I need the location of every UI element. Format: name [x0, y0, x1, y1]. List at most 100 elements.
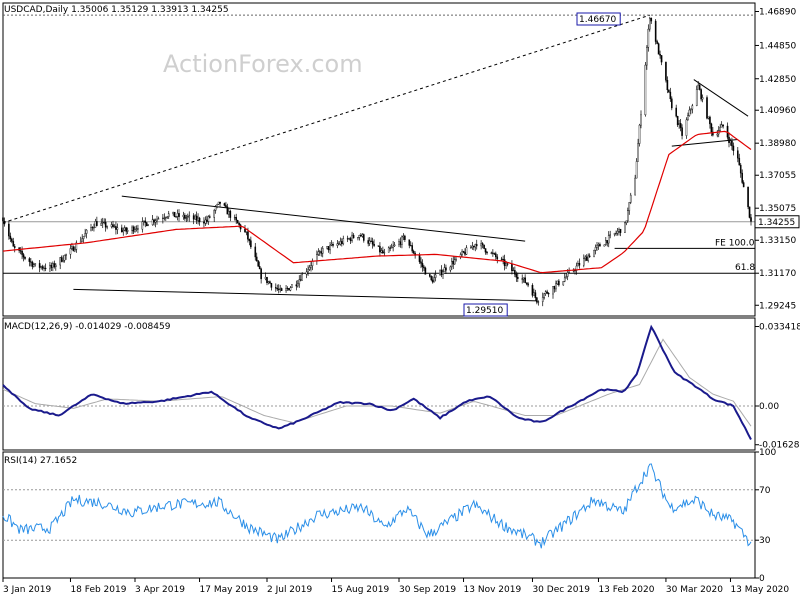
x-tick-label: 18 Feb 2019: [70, 585, 126, 595]
candle: [137, 228, 139, 230]
candle: [317, 251, 320, 255]
candle: [464, 252, 466, 255]
price-y-tick-label: 1.42850: [759, 75, 796, 85]
candle: [408, 239, 411, 246]
candle: [172, 211, 174, 214]
candle: [512, 270, 515, 272]
candle: [429, 274, 431, 277]
candle: [236, 220, 239, 224]
candle: [72, 246, 75, 252]
candle: [319, 251, 321, 253]
candle: [531, 285, 534, 296]
candle: [555, 283, 557, 290]
candle: [84, 233, 86, 237]
candle: [676, 116, 679, 126]
candle: [505, 263, 507, 266]
candle: [732, 145, 735, 151]
candle: [599, 244, 601, 247]
candle: [679, 123, 682, 128]
candle: [584, 256, 587, 259]
candle: [377, 245, 380, 247]
candle: [625, 220, 628, 224]
candle: [338, 243, 340, 245]
candle: [553, 286, 556, 290]
candle: [568, 270, 570, 273]
candle: [28, 258, 31, 262]
candle: [156, 218, 158, 222]
candle: [701, 97, 704, 100]
candle: [244, 228, 246, 233]
candle: [392, 245, 394, 248]
candle: [690, 108, 692, 111]
price-y-tick-label: 1.38980: [759, 139, 796, 149]
candle: [675, 107, 677, 117]
candle: [217, 201, 220, 205]
candle: [370, 240, 372, 242]
candle: [55, 264, 57, 268]
candle: [178, 213, 180, 218]
candle: [175, 216, 177, 218]
candle: [431, 279, 434, 283]
candle: [260, 268, 262, 280]
candle: [257, 260, 260, 267]
candle: [10, 238, 13, 242]
candle: [368, 240, 371, 244]
candle: [475, 244, 478, 247]
candle: [389, 247, 392, 249]
candle: [635, 161, 638, 179]
candle: [216, 204, 218, 207]
candle: [628, 202, 631, 211]
candle: [379, 246, 381, 253]
candle: [660, 55, 663, 63]
candle: [543, 293, 545, 298]
candle: [206, 219, 208, 222]
candle: [348, 238, 350, 240]
candle: [605, 240, 607, 246]
candle: [687, 115, 689, 121]
candle: [31, 261, 34, 267]
candle: [681, 127, 683, 136]
current-price-label: 1.34255: [758, 218, 795, 228]
candle: [279, 288, 282, 290]
candle: [112, 224, 114, 227]
candle: [144, 220, 147, 223]
candle: [239, 224, 242, 230]
candle: [492, 252, 494, 254]
candle: [154, 220, 157, 223]
macd-line: [2, 324, 752, 440]
candle: [297, 283, 299, 287]
candle: [255, 256, 258, 262]
candle: [565, 276, 567, 279]
candle: [656, 41, 658, 44]
candle: [44, 267, 47, 270]
candle: [204, 219, 207, 224]
candle: [577, 263, 579, 267]
candle: [596, 245, 598, 248]
candle: [698, 84, 701, 90]
macd-y-tick-label: -0.016288: [759, 441, 800, 451]
candle: [495, 253, 497, 258]
candle: [695, 89, 698, 106]
candle: [277, 288, 280, 290]
price-title: USDCAD,Daily 1.35006 1.35129 1.33913 1.3…: [4, 5, 229, 15]
candle: [712, 131, 714, 136]
low-label: 1.29510: [466, 306, 503, 316]
candle: [728, 136, 730, 143]
candle: [363, 234, 365, 241]
macd-signal-line: [2, 338, 752, 427]
candle: [167, 213, 170, 217]
candle: [3, 220, 6, 225]
rsi-line: [2, 463, 752, 549]
x-tick-label: 13 Feb 2020: [598, 585, 654, 595]
candle: [110, 224, 113, 227]
candle: [506, 263, 509, 265]
candle: [387, 247, 390, 253]
candle: [62, 260, 64, 262]
candle: [270, 283, 273, 288]
candle: [21, 250, 23, 255]
candle: [2, 217, 4, 222]
candle: [142, 220, 145, 222]
rsi-y-tick-label: 30: [759, 536, 771, 546]
candle: [537, 301, 540, 303]
